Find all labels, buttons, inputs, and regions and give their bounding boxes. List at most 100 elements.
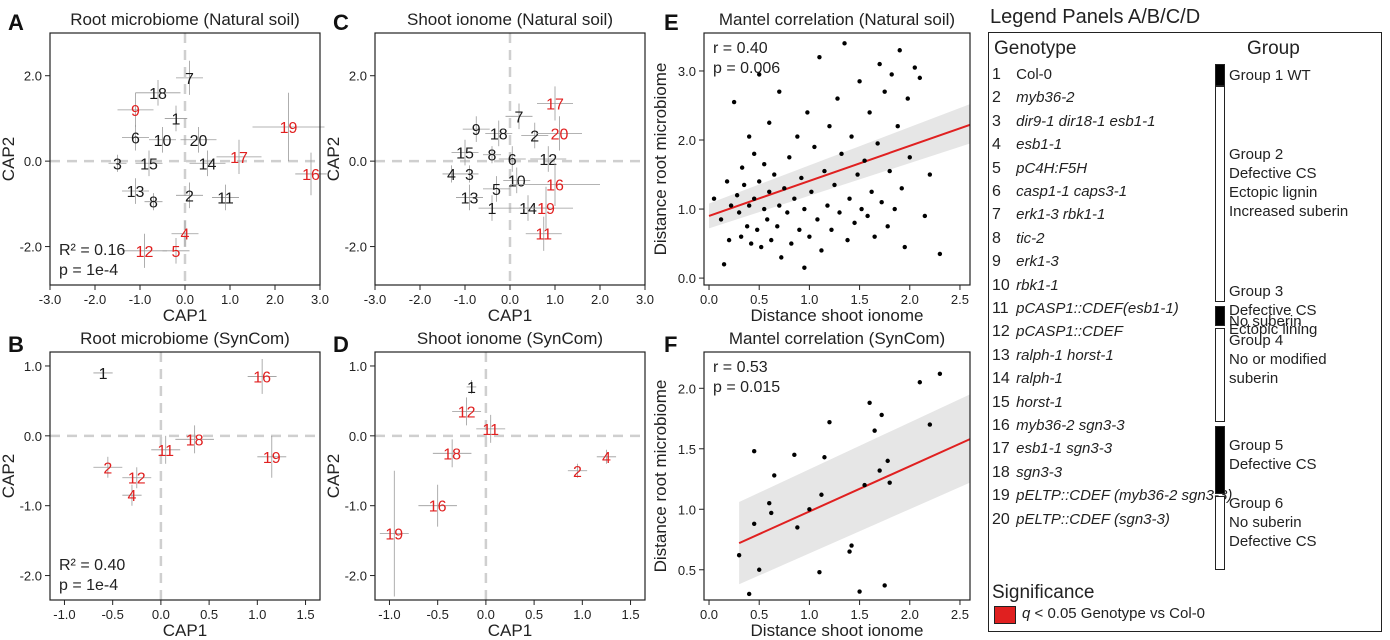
legend-genotype-name: pC4H:F5H — [1012, 159, 1088, 177]
data-point — [917, 75, 923, 81]
legend-genotype-number: 5 — [992, 159, 1001, 177]
r-stat: r = 0.53 — [713, 359, 768, 376]
genotype-point-label: 5 — [492, 182, 501, 199]
y-tick-label: 1.5 — [678, 442, 696, 457]
data-point — [817, 54, 822, 60]
data-point — [731, 99, 737, 105]
data-point — [829, 227, 834, 232]
data-point — [852, 220, 857, 226]
data-point — [937, 371, 943, 376]
panel-f: F Mantel correlation (SynCom) 0.0 0.5 1.0 1.5… — [651, 329, 971, 640]
data-point — [819, 248, 824, 253]
data-point — [817, 569, 822, 575]
genotype-point-label: 20 — [190, 133, 208, 150]
data-point — [845, 237, 850, 243]
genotype-point-label: 7 — [515, 109, 524, 126]
legend-group-bar — [1215, 64, 1225, 86]
data-point — [889, 72, 894, 77]
genotype-point-label: 15 — [140, 156, 158, 173]
genotype-point-label: 18 — [186, 432, 204, 449]
chart-title: Shoot ionome (SynCom) — [417, 329, 603, 348]
data-point — [892, 206, 897, 212]
data-point — [855, 172, 860, 177]
data-point — [769, 510, 774, 516]
genotype-point-label: 1 — [99, 366, 108, 383]
genotype-point-label: 2 — [573, 464, 582, 481]
x-tick-label: 0.5 — [525, 607, 543, 622]
data-point — [897, 48, 902, 53]
panel-d: D Shoot ionome (SynCom)1241112161819-1.0-… — [324, 329, 646, 640]
legend-genotype-number: 1 — [992, 66, 1001, 83]
data-point — [867, 110, 872, 115]
x-axis-label: CAP1 — [163, 306, 207, 325]
x-tick-label: 1.0 — [248, 607, 266, 622]
y-tick-label: 1.0 — [678, 202, 696, 217]
y-tick-label: -2.0 — [345, 240, 367, 255]
legend-genotype-number: 13 — [992, 346, 1010, 364]
x-tick-label: 0.5 — [200, 607, 218, 622]
genotype-point-label: 12 — [458, 404, 476, 421]
data-point — [822, 168, 827, 174]
legend-genotype-row: 13 ralph-1 horst-1 — [992, 347, 1114, 369]
data-point — [795, 134, 800, 139]
r-squared-stat: R² = 0.40 — [59, 557, 125, 574]
data-point — [812, 144, 817, 150]
x-tick-label: 2.5 — [951, 292, 969, 307]
genotype-point-label: 2 — [530, 129, 539, 146]
data-point — [912, 65, 917, 70]
y-tick-label: -2.0 — [345, 569, 367, 584]
legend-genotype-number: 9 — [992, 253, 1001, 271]
legend-genotype-row: 7 erk1-3 rbk1-1 — [992, 206, 1105, 228]
data-point — [885, 458, 890, 464]
legend-genotype-row: 6 casp1-1 caps3-1 — [992, 183, 1127, 205]
y-tick-label: 1.0 — [349, 359, 367, 374]
legend-genotype-name: myb36-2 sgn3-3 — [1012, 417, 1125, 434]
data-point — [802, 265, 807, 270]
group-header: Group — [1247, 38, 1300, 59]
legend-genotype-row: 1 Col-0 — [992, 66, 1052, 88]
legend-genotype-number: 15 — [992, 393, 1010, 411]
genotype-point-label: 4 — [447, 167, 456, 184]
genotype-point-label: 19 — [280, 120, 298, 137]
legend-genotype-number: 16 — [992, 417, 1010, 434]
genotype-point-label: 15 — [456, 146, 474, 163]
data-point — [746, 591, 752, 597]
legend-genotype-row: 10 rbk1-1 — [992, 277, 1059, 299]
data-point — [887, 480, 892, 485]
y-tick-label: 0.0 — [349, 429, 367, 444]
legend-genotype-row: 12 pCASP1::CDEF — [992, 323, 1123, 345]
genotype-point-label: 3 — [465, 167, 474, 184]
x-tick-label: -2.0 — [409, 292, 431, 307]
data-point — [815, 217, 820, 222]
y-axis-label: Distance root microbiome — [651, 63, 670, 256]
data-point — [779, 255, 784, 260]
x-tick-label: 1.0 — [800, 607, 818, 622]
legend-group-bar — [1215, 496, 1225, 570]
genotype-point-label: 16 — [302, 167, 320, 184]
data-point — [805, 110, 810, 115]
data-point — [847, 196, 852, 201]
y-tick-label: -2.0 — [20, 240, 42, 255]
data-point — [872, 234, 877, 239]
chart-title: Shoot ionome (Natural soil) — [407, 10, 613, 29]
legend-genotype-number: 8 — [992, 229, 1001, 247]
genotype-point-label: 6 — [508, 152, 517, 169]
x-tick-label: -2.0 — [84, 292, 106, 307]
legend-genotype-row: 2 myb36-2 — [992, 89, 1075, 111]
data-point — [879, 199, 884, 205]
figure-canvas: A Root microbiome (Natural soil)123456789… — [0, 10, 971, 640]
y-tick-label: 2.0 — [349, 69, 367, 84]
data-point — [741, 182, 747, 188]
genotype-point-label: 18 — [443, 446, 461, 463]
y-tick-label: 0.0 — [349, 154, 367, 169]
x-tick-label: -1.0 — [129, 292, 151, 307]
chart-title: Root microbiome (SynCom) — [80, 329, 290, 348]
legend-group-label: Group 3 Defective CS Ectopic lining — [1229, 283, 1318, 338]
data-point — [832, 182, 837, 188]
genotype-point-label: 19 — [537, 201, 555, 218]
legend-genotype-number: 18 — [992, 463, 1010, 481]
significance-title: Significance — [992, 582, 1095, 603]
legend-genotype-name: myb36-2 — [1012, 89, 1075, 107]
data-point — [819, 492, 824, 497]
legend-genotype-number: 10 — [992, 276, 1010, 294]
